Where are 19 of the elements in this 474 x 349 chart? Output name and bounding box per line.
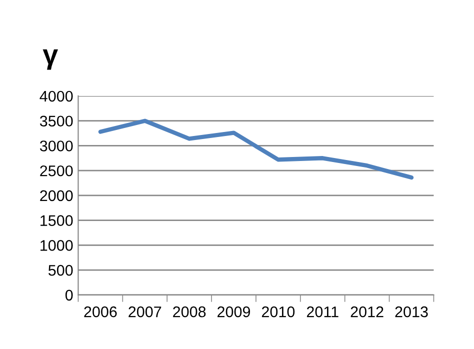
x-tick-label: 2011 — [306, 306, 338, 318]
chart-title: γ — [42, 49, 58, 70]
y-tick-label: 1500 — [40, 215, 73, 226]
y-tick-label: 4000 — [40, 90, 73, 102]
y-tick-label: 2000 — [40, 190, 73, 202]
y-tick-label: 1000 — [40, 240, 73, 251]
line-series — [98, 118, 414, 180]
x-tick-label: 2010 — [262, 306, 295, 318]
x-tick-label: 2013 — [395, 306, 428, 318]
x-tick-label: 2009 — [218, 306, 250, 318]
x-tick-label: 2008 — [173, 306, 206, 318]
y-tick-label: 500 — [48, 264, 73, 276]
y-tick-label: 3500 — [40, 116, 73, 127]
y-tick-label: 0 — [65, 290, 73, 301]
x-tick-label: 2007 — [128, 306, 162, 318]
y-tick-label: 2500 — [40, 165, 73, 176]
y-tick-label: 3000 — [40, 140, 73, 152]
x-tick-label: 2012 — [350, 306, 384, 318]
x-tick-label: 2006 — [84, 306, 117, 318]
